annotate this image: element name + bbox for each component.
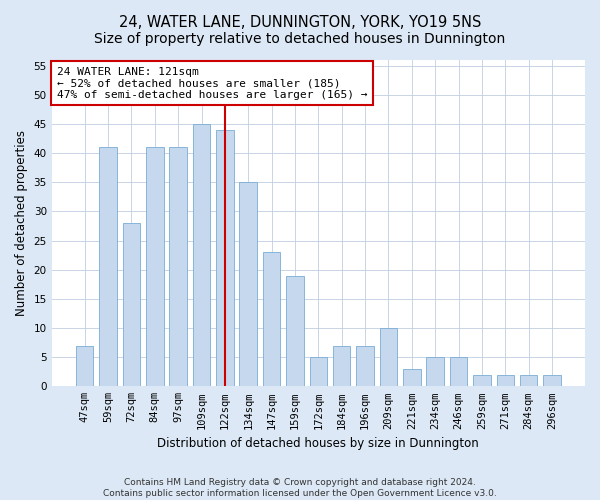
Bar bbox=[356, 346, 374, 387]
Text: Size of property relative to detached houses in Dunnington: Size of property relative to detached ho… bbox=[94, 32, 506, 46]
Bar bbox=[403, 369, 421, 386]
Bar bbox=[76, 346, 94, 387]
X-axis label: Distribution of detached houses by size in Dunnington: Distribution of detached houses by size … bbox=[157, 437, 479, 450]
Bar bbox=[216, 130, 233, 386]
Bar bbox=[263, 252, 280, 386]
Bar bbox=[473, 374, 491, 386]
Bar bbox=[99, 148, 117, 386]
Bar bbox=[450, 357, 467, 386]
Bar bbox=[169, 148, 187, 386]
Bar bbox=[543, 374, 561, 386]
Bar bbox=[427, 357, 444, 386]
Bar bbox=[286, 276, 304, 386]
Y-axis label: Number of detached properties: Number of detached properties bbox=[15, 130, 28, 316]
Text: 24, WATER LANE, DUNNINGTON, YORK, YO19 5NS: 24, WATER LANE, DUNNINGTON, YORK, YO19 5… bbox=[119, 15, 481, 30]
Bar bbox=[333, 346, 350, 387]
Bar bbox=[380, 328, 397, 386]
Bar bbox=[497, 374, 514, 386]
Bar bbox=[239, 182, 257, 386]
Bar bbox=[310, 357, 327, 386]
Bar bbox=[520, 374, 538, 386]
Bar bbox=[193, 124, 210, 386]
Text: 24 WATER LANE: 121sqm
← 52% of detached houses are smaller (185)
47% of semi-det: 24 WATER LANE: 121sqm ← 52% of detached … bbox=[57, 66, 367, 100]
Text: Contains HM Land Registry data © Crown copyright and database right 2024.
Contai: Contains HM Land Registry data © Crown c… bbox=[103, 478, 497, 498]
Bar bbox=[122, 223, 140, 386]
Bar bbox=[146, 148, 164, 386]
